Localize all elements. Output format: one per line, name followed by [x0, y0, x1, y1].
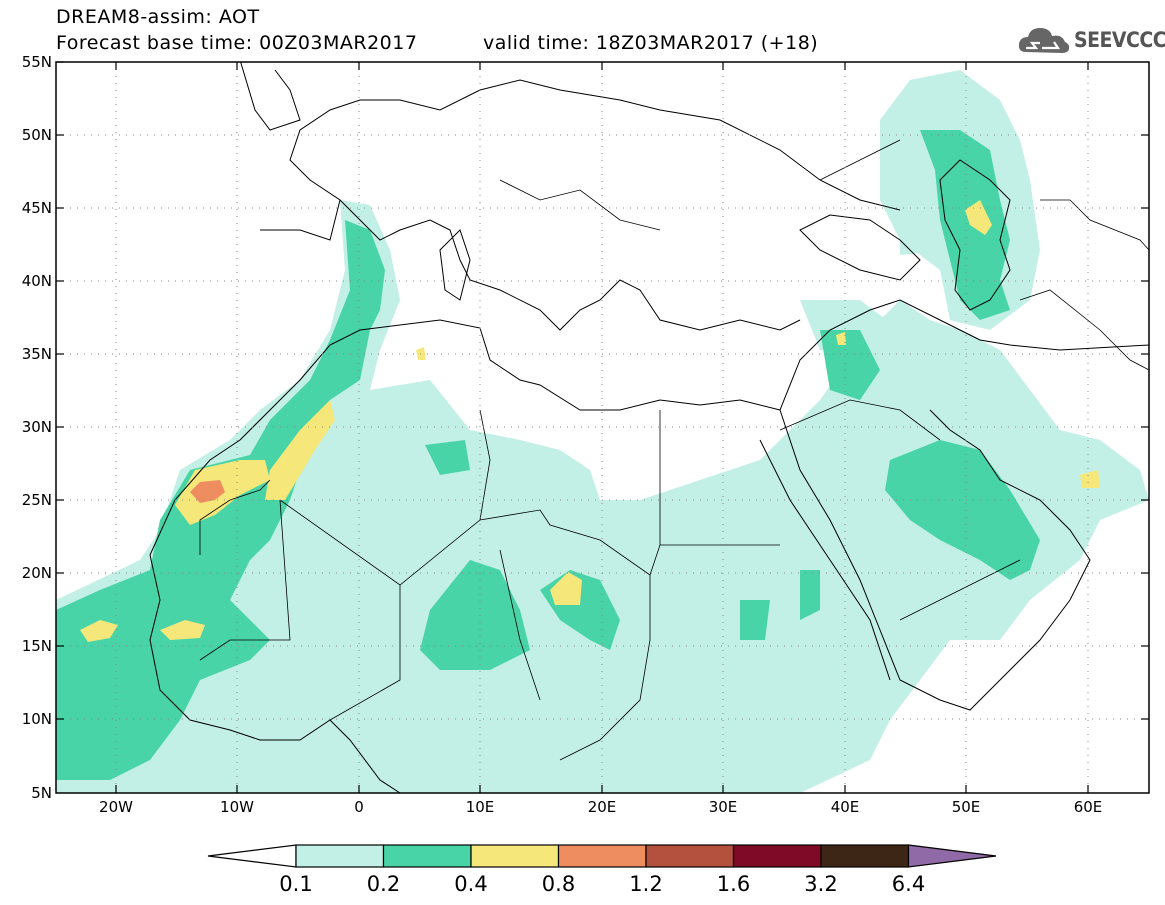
- colorbar-label: 0.1: [279, 872, 312, 896]
- lat-label: 50N: [22, 126, 52, 144]
- forecast-base-time: Forecast base time: 00Z03MAR2017: [56, 32, 418, 54]
- lat-label: 25N: [22, 491, 52, 509]
- country-borders: [199, 139, 1149, 761]
- lon-label: 40E: [831, 798, 860, 816]
- lat-label: 45N: [22, 199, 52, 217]
- lon-label: 30E: [709, 798, 738, 816]
- valid-time: valid time: 18Z03MAR2017 (+18): [483, 32, 819, 54]
- map-title: DREAM8-assim: AOT: [56, 6, 260, 28]
- aot-level-0.4: [80, 200, 1100, 642]
- colorbar-segment: [645, 844, 735, 868]
- seevccc-logo: SEEVCCC: [1018, 22, 1165, 58]
- lat-label: 20N: [22, 564, 52, 582]
- colorbar-label: 3.2: [804, 872, 837, 896]
- latitude-labels: 55N 50N 45N 40N 35N 30N 25N 20N 15N 10N …: [22, 53, 52, 802]
- aot-level-0.8: [190, 480, 225, 503]
- colorbar-segment: [295, 844, 385, 868]
- axis-ticks: [56, 61, 1149, 793]
- colorbar-segment: [382, 844, 472, 868]
- colorbar-label: 0.4: [454, 872, 487, 896]
- colorbar-segment: [732, 844, 822, 868]
- lat-label: 10N: [22, 710, 52, 728]
- colorbar-segment: [820, 844, 910, 868]
- lat-label: 5N: [31, 784, 52, 802]
- logo-text: SEEVCCC: [1074, 28, 1165, 52]
- lon-label: 10E: [466, 798, 495, 816]
- colorbar-label: 1.2: [629, 872, 662, 896]
- colorbar-segment: [470, 844, 560, 868]
- lat-label: 35N: [22, 345, 52, 363]
- colorbar-label: 6.4: [892, 872, 925, 896]
- aot-fields: [56, 70, 1149, 793]
- lon-label: 20E: [588, 798, 617, 816]
- lat-label: 40N: [22, 272, 52, 290]
- lat-label: 15N: [22, 637, 52, 655]
- lon-label: 50E: [952, 798, 981, 816]
- lat-label: 30N: [22, 418, 52, 436]
- colorbar-high-arrow: [907, 844, 997, 868]
- colorbar: 0.1 0.2 0.4 0.8 1.2 1.6 3.2 6.4: [207, 844, 997, 896]
- colorbar-label: 0.2: [367, 872, 400, 896]
- lat-label: 55N: [22, 53, 52, 71]
- coastlines: [149, 62, 1149, 793]
- graticule: [56, 62, 1149, 793]
- colorbar-label: 1.6: [717, 872, 750, 896]
- lon-label: 10W: [220, 798, 254, 816]
- cloud-icon: [1018, 28, 1070, 53]
- longitude-labels: 20W 10W 0 10E 20E 30E 40E 50E 60E: [99, 798, 1102, 816]
- colorbar-label: 0.8: [542, 872, 575, 896]
- lon-label: 60E: [1074, 798, 1103, 816]
- colorbar-low-arrow: [207, 844, 297, 868]
- lon-label: 0: [354, 798, 364, 816]
- lon-label: 20W: [99, 798, 133, 816]
- colorbar-segment: [557, 844, 647, 868]
